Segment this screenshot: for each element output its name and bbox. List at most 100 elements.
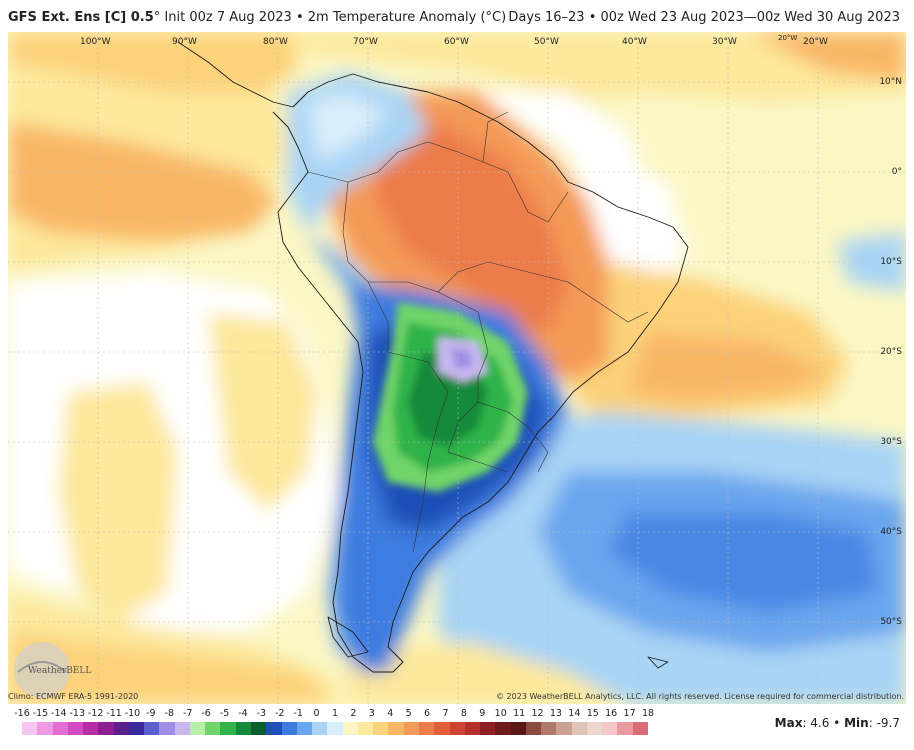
colorbar-tick-label: 13 — [549, 708, 562, 719]
valid-period: Days 16–23 • 00z Wed 23 Aug 2023—00z Wed… — [508, 10, 900, 25]
lon-label-80w: 80°W — [263, 37, 288, 47]
colorbar-cell — [388, 722, 405, 735]
colorbar-tick-label: -12 — [87, 708, 104, 719]
colorbar-tick-label: 9 — [479, 708, 486, 719]
colorbar-tick-label: -5 — [219, 708, 230, 719]
colorbar-tick-label: -1 — [293, 708, 303, 719]
colorbar-tick-label: -3 — [256, 708, 267, 719]
lon-label-20w: 20°W — [803, 37, 828, 47]
lon-label-20w-small: 20°W — [778, 34, 797, 42]
colorbar-tick-label: -14 — [51, 708, 67, 719]
init-time: Init 00z 7 Aug 2023 — [164, 10, 292, 25]
colorbar-cell — [342, 722, 359, 735]
lon-label-40w: 40°W — [622, 37, 647, 47]
colorbar-tick-label: 4 — [387, 708, 394, 719]
colorbar-tick-label: -6 — [201, 708, 211, 719]
header: GFS Ext. Ens [C] 0.5° Init 00z 7 Aug 202… — [0, 0, 914, 32]
colorbar-cell — [403, 722, 420, 735]
lat-label-50s: 50°S — [880, 617, 902, 627]
colorbar-cell — [98, 722, 115, 735]
colorbar-cell — [174, 722, 191, 735]
map-title: GFS Ext. Ens [C] 0.5° Init 00z 7 Aug 202… — [8, 10, 506, 25]
colorbar-cell — [556, 722, 573, 735]
lon-label-100w: 100°W — [80, 37, 111, 47]
lat-label-30s: 30°S — [880, 437, 902, 447]
lat-label-10n: 10°N — [879, 77, 902, 87]
colorbar-tick-label: -10 — [124, 708, 141, 719]
colorbar-tick-label: -15 — [32, 708, 49, 719]
colorbar-cell — [571, 722, 588, 735]
colorbar-cell — [373, 722, 389, 735]
max-value: : 4.6 — [802, 716, 830, 730]
max-label: Max — [774, 716, 803, 730]
colorbar-cell — [449, 722, 466, 735]
title-separator: • — [295, 10, 304, 25]
anomaly-map: 100°W 90°W 80°W 70°W 60°W 50°W 40°W 30°W… — [8, 32, 906, 704]
colorbar-cell — [128, 722, 145, 735]
colorbar-cell — [495, 722, 512, 735]
copyright-credit: © 2023 WeatherBELL Analytics, LLC. All r… — [496, 692, 904, 701]
latitude-labels: 10°N 0° 10°S 20°S 30°S 40°S 50°S — [879, 77, 902, 627]
logo-text: WeatherBELL — [28, 666, 91, 676]
colorbar-cell — [632, 722, 649, 735]
colorbar-tick-label: -8 — [164, 708, 175, 719]
colorbar-tick-label: 18 — [641, 708, 655, 719]
colorbar-cell — [83, 722, 99, 735]
colorbar-tick-label: -13 — [69, 708, 85, 719]
colorbar-cell — [52, 722, 69, 735]
colorbar-tick-label: -2 — [275, 708, 285, 719]
stats-separator: • — [829, 716, 845, 730]
map-svg: 100°W 90°W 80°W 70°W 60°W 50°W 40°W 30°W… — [8, 32, 906, 704]
degree-mark: ° — [153, 10, 161, 25]
lon-label-70w: 70°W — [353, 37, 378, 47]
colorbar-tick-label: 17 — [623, 708, 636, 719]
colorbar-cell — [266, 722, 283, 735]
colorbar-tick-label: 5 — [405, 708, 412, 719]
colorbar-cell — [251, 722, 267, 735]
colorbar-cell — [418, 722, 435, 735]
colorbar-tick-label: -7 — [182, 708, 193, 719]
lon-label-60w: 60°W — [444, 37, 469, 47]
colorbar-tick-label: 16 — [605, 708, 618, 719]
colorbar-cell — [281, 722, 298, 735]
colorbar-tick-label: 2 — [350, 708, 357, 719]
colorbar-tick-label: 8 — [460, 708, 467, 719]
colorbar-tick-label: 14 — [568, 708, 581, 719]
coastlines — [177, 41, 689, 673]
field-name: 2m Temperature Anomaly (°C) — [307, 10, 507, 25]
min-label: Min — [844, 716, 869, 730]
colorbar-cell — [205, 722, 221, 735]
lon-label-50w: 50°W — [534, 37, 559, 47]
lon-label-30w: 30°W — [712, 37, 737, 47]
colorbar-cell — [159, 722, 176, 735]
colorbar-tick-label: 12 — [531, 708, 544, 719]
colorbar-tick-label: 11 — [513, 708, 526, 719]
colorbar-tick-label: -16 — [14, 708, 30, 719]
anomaly-field — [8, 32, 906, 704]
colorbar-cell — [296, 722, 313, 735]
model-name: GFS Ext. Ens [C] 0.5 — [8, 10, 154, 25]
colorbar-cell — [602, 722, 618, 735]
colorbar-cell — [510, 722, 527, 735]
lat-label-40s: 40°S — [880, 527, 902, 537]
climo-credit: Climo: ECMWF ERA-5 1991-2020 — [8, 692, 139, 701]
colorbar-tick-label: 0 — [313, 708, 320, 719]
colorbar-cell — [434, 722, 450, 735]
lat-label-20s: 20°S — [880, 347, 902, 357]
country-borders — [307, 111, 649, 553]
colorbar-cell — [327, 722, 344, 735]
lat-label-10s: 10°S — [880, 257, 902, 267]
colorbar-cell — [464, 722, 481, 735]
colorbar-cell — [144, 722, 160, 735]
colorbar: -16 -15 -14 -13 -12 -11 -10 -9 -8 -7 -6 -5 -4 -3 -2 -1 0… — [14, 704, 662, 744]
colorbar-cell — [22, 722, 38, 735]
colorbar-cell — [617, 722, 634, 735]
colorbar-tick-label: -4 — [238, 708, 248, 719]
colorbar-cell — [113, 722, 130, 735]
colorbar-tick-label: 7 — [442, 708, 449, 719]
colorbar-tick-label: -11 — [106, 708, 122, 719]
colorbar-cell — [480, 722, 496, 735]
colorbar-cell — [586, 722, 603, 735]
min-value: : -9.7 — [868, 716, 900, 730]
max-min-stats: Max: 4.6 • Min: -9.7 — [775, 716, 900, 730]
